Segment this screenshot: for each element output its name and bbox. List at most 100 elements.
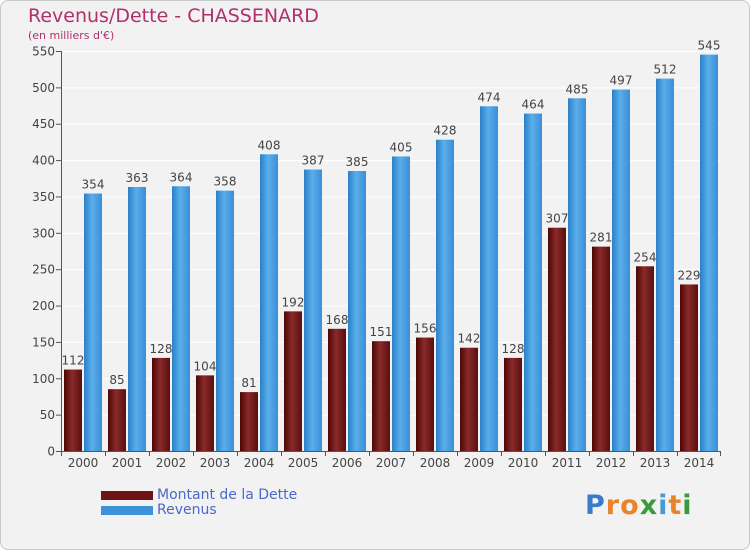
data-label-dette: 192 (282, 295, 305, 309)
bar-revenus (700, 54, 718, 452)
data-label-revenus: 545 (698, 39, 721, 53)
y-tick-label: 100 (32, 372, 55, 386)
legend-swatch-dette (101, 491, 153, 500)
logo-letter: o (620, 490, 640, 521)
data-label-dette: 128 (150, 342, 173, 356)
x-tick-label: 2001 (112, 456, 143, 470)
chart-title: Revenus/Dette - CHASSENARD (28, 5, 319, 27)
bar-dette (372, 341, 390, 451)
bar-dette (284, 311, 302, 451)
logo-letter: i (682, 490, 693, 521)
plot-area (61, 51, 721, 451)
y-tick-label: 550 (32, 45, 55, 59)
bar-revenus (216, 190, 234, 452)
data-label-dette: 104 (194, 359, 217, 373)
data-label-revenus: 358 (214, 175, 237, 189)
data-label-revenus: 385 (346, 155, 369, 169)
legend-label-revenus: Revenus (157, 502, 217, 518)
x-tick-label: 2002 (156, 456, 187, 470)
data-label-dette: 168 (326, 313, 349, 327)
grid (61, 51, 721, 452)
data-label-dette: 128 (502, 342, 525, 356)
x-tick-label: 2005 (288, 456, 319, 470)
bar-dette (240, 392, 258, 451)
bar-revenus (84, 193, 102, 451)
logo-letter: i (658, 490, 669, 521)
logo-letter: P (585, 490, 606, 521)
data-label-revenus: 512 (654, 63, 677, 77)
data-label-dette: 151 (370, 325, 393, 339)
x-tick-label: 2003 (200, 456, 231, 470)
data-label-revenus: 497 (610, 74, 633, 88)
x-tick-label: 2008 (420, 456, 451, 470)
bar-dette (548, 227, 566, 451)
bar-dette (328, 328, 346, 451)
data-label-revenus: 364 (170, 170, 193, 184)
x-tick-label: 2006 (332, 456, 363, 470)
data-label-dette: 112 (62, 354, 85, 368)
chart-subtitle: (en milliers d'€) (28, 29, 115, 42)
data-label-dette: 281 (590, 231, 613, 245)
bar-dette (108, 389, 126, 451)
legend-swatch-revenus (101, 506, 153, 515)
y-tick-label: 150 (32, 335, 55, 349)
data-label-revenus: 485 (566, 82, 589, 96)
data-label-revenus: 405 (390, 140, 413, 154)
data-label-dette: 307 (546, 212, 569, 226)
axes: 0 50 100 150 200 250 300 350 400 450 500 550 2000 200… (32, 45, 721, 470)
bar-dette (416, 337, 434, 451)
data-label-dette: 229 (678, 268, 701, 282)
bars (64, 54, 718, 452)
bar-dette (64, 369, 82, 451)
data-label-revenus: 464 (522, 98, 545, 112)
bar-revenus (524, 113, 542, 451)
y-tick-label: 500 (32, 81, 55, 95)
legend-label-dette: Montant de la Dette (157, 487, 298, 503)
data-label-revenus: 387 (302, 154, 325, 168)
bar-dette (504, 357, 522, 451)
proxiti-logo: Proxiti (585, 490, 693, 521)
bar-dette (636, 266, 654, 451)
x-tick-label: 2004 (244, 456, 275, 470)
y-tick-label: 50 (40, 408, 55, 422)
logo-letter: t (668, 490, 683, 521)
legend-item-revenus: Revenus (101, 502, 401, 518)
data-label-dette: 156 (414, 322, 437, 336)
bar-revenus (480, 106, 498, 451)
y-tick-label: 250 (32, 263, 55, 277)
data-label-revenus: 363 (126, 171, 149, 185)
bar-revenus (392, 156, 410, 452)
x-tick-label: 2011 (552, 456, 583, 470)
x-tick-label: 2007 (376, 456, 407, 470)
data-label-dette: 254 (634, 250, 657, 264)
x-tick-label: 2010 (508, 456, 539, 470)
bar-dette (196, 375, 214, 451)
bar-revenus (128, 187, 146, 451)
bar-revenus (568, 98, 586, 451)
y-tick-label: 450 (32, 117, 55, 131)
bar-revenus (260, 154, 278, 452)
bar-dette (680, 284, 698, 451)
bar-revenus (656, 78, 674, 452)
y-tick-label: 400 (32, 154, 55, 168)
x-tick-label: 2009 (464, 456, 495, 470)
y-tick-label: 350 (32, 190, 55, 204)
x-tick-label: 2012 (596, 456, 627, 470)
y-tick-label: 300 (32, 226, 55, 240)
bar-dette (152, 357, 170, 451)
data-label-revenus: 354 (82, 178, 105, 192)
bar-dette (460, 347, 478, 451)
data-label-revenus: 474 (478, 90, 501, 104)
data-label-dette: 81 (241, 376, 256, 390)
bar-revenus (612, 89, 630, 451)
bar-revenus (172, 186, 190, 452)
bar-revenus (348, 171, 366, 451)
data-label-revenus: 428 (434, 124, 457, 138)
data-label-dette: 85 (109, 373, 124, 387)
legend: Montant de la Dette Revenus (101, 487, 401, 518)
x-tick-label: 2013 (640, 456, 671, 470)
data-label-dette: 142 (458, 332, 481, 346)
logo-letter: r (605, 490, 621, 521)
